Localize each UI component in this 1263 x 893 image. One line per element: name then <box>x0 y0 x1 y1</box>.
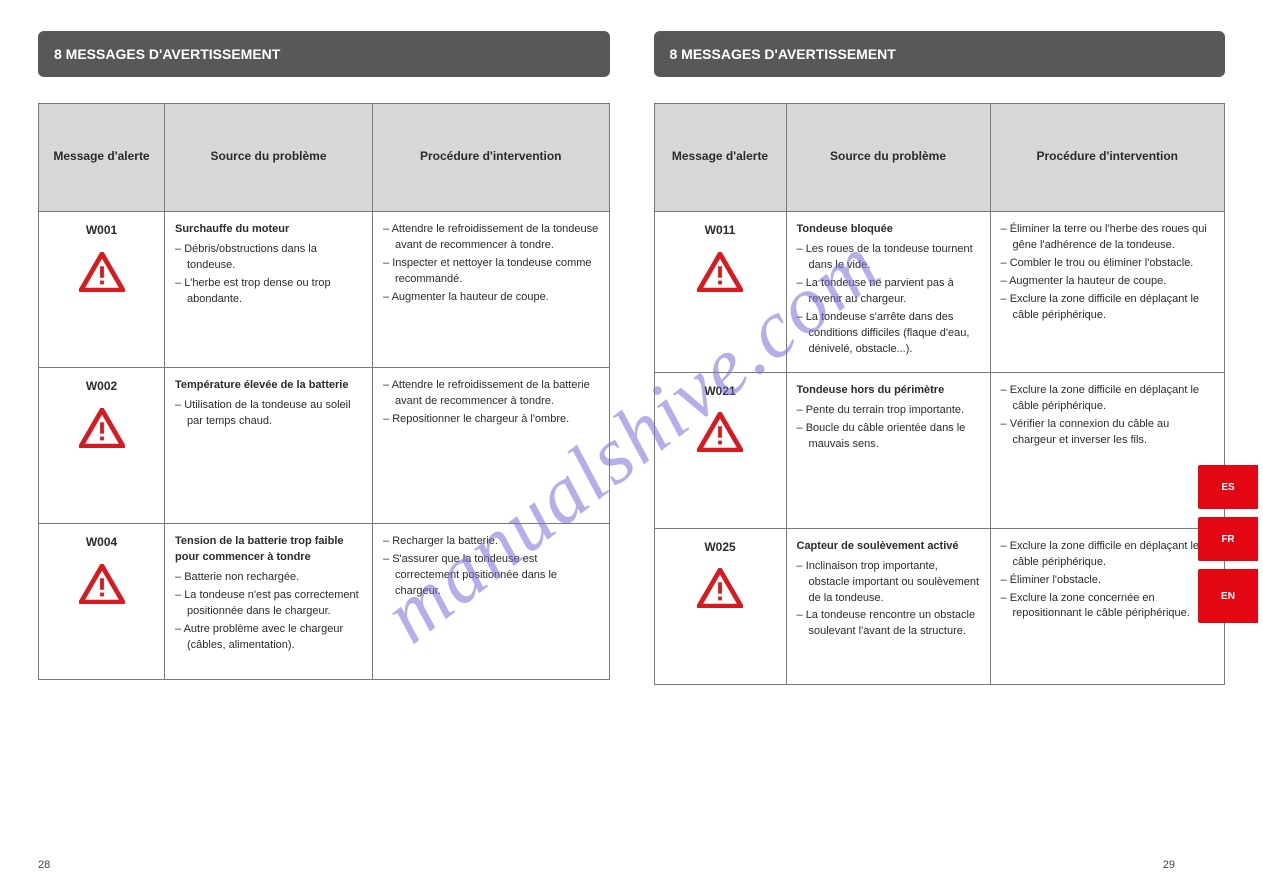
action-item: Combler le trou ou éliminer l'obstacle. <box>1001 256 1215 272</box>
source-title: Tension de la batterie trop faible pour … <box>175 534 362 566</box>
source-cell: Tension de la batterie trop faible pour … <box>165 524 373 680</box>
source-cell: Tondeuse bloquée Les roues de la tondeus… <box>786 212 990 373</box>
source-title: Tondeuse bloquée <box>797 222 980 238</box>
warning-icon <box>79 408 125 448</box>
action-cell: Exclure la zone difficile en déplaçant l… <box>990 528 1225 684</box>
lang-tab-es[interactable]: ES <box>1198 465 1258 509</box>
page-number-right: 29 <box>1163 859 1175 871</box>
warning-icon <box>697 568 743 608</box>
th-alert: Message d'alerte <box>654 104 786 212</box>
source-item: La tondeuse s'arrête dans des conditions… <box>797 310 980 358</box>
source-title: Capteur de soulèvement activé <box>797 539 980 555</box>
action-item: Exclure la zone difficile en déplaçant l… <box>1001 292 1215 324</box>
alert-cell: W004 <box>39 524 165 680</box>
source-item: La tondeuse ne parvient pas à revenir au… <box>797 276 980 308</box>
action-item: Attendre le refroidissement de la tondeu… <box>383 222 599 254</box>
source-item: Batterie non rechargée. <box>175 570 362 586</box>
action-item: S'assurer que la tondeuse est correcteme… <box>383 552 599 600</box>
source-item: Débris/obstructions dans la tondeuse. <box>175 242 362 274</box>
source-title: Température élevée de la batterie <box>175 378 362 394</box>
th-action: Procédure d'intervention <box>373 104 610 212</box>
action-item: Augmenter la hauteur de coupe. <box>383 290 599 306</box>
source-item: Les roues de la tondeuse tournent dans l… <box>797 242 980 274</box>
source-title: Surchauffe du moteur <box>175 222 362 238</box>
page-number-left: 28 <box>38 859 50 871</box>
section-header-right: 8 MESSAGES D'AVERTISSEMENT <box>654 31 1226 77</box>
action-item: Exclure la zone difficile en déplaçant l… <box>1001 383 1215 415</box>
action-cell: Exclure la zone difficile en déplaçant l… <box>990 372 1225 528</box>
th-source: Source du problème <box>786 104 990 212</box>
warning-table-right: Message d'alerte Source du problème Proc… <box>654 103 1226 685</box>
action-cell: Éliminer la terre ou l'herbe des roues q… <box>990 212 1225 373</box>
action-item: Exclure la zone difficile en déplaçant l… <box>1001 539 1215 571</box>
warning-table-left: Message d'alerte Source du problème Proc… <box>38 103 610 680</box>
warning-code: W025 <box>665 539 776 556</box>
table-row: W025 Capteur de soulèvement activé Incli… <box>654 528 1225 684</box>
alert-cell: W025 <box>654 528 786 684</box>
warning-code: W004 <box>49 534 154 551</box>
action-item: Vérifier la connexion du câble au charge… <box>1001 417 1215 449</box>
section-header-left: 8 MESSAGES D'AVERTISSEMENT <box>38 31 610 77</box>
source-item: L'herbe est trop dense ou trop abondante… <box>175 276 362 308</box>
action-item: Inspecter et nettoyer la tondeuse comme … <box>383 256 599 288</box>
source-item: Inclinaison trop importante, obstacle im… <box>797 559 980 607</box>
table-header-row: Message d'alerte Source du problème Proc… <box>39 104 610 212</box>
source-cell: Température élevée de la batterie Utilis… <box>165 368 373 524</box>
table-row: W004 Tension de la batterie trop faible … <box>39 524 610 680</box>
source-item: La tondeuse n'est pas correctement posit… <box>175 588 362 620</box>
source-item: La tondeuse rencontre un obstacle soulev… <box>797 608 980 640</box>
source-item: Autre problème avec le chargeur (câbles,… <box>175 622 362 654</box>
action-cell: Attendre le refroidissement de la tondeu… <box>373 212 610 368</box>
warning-icon <box>697 412 743 452</box>
table-row: W011 Tondeuse bloquée Les roues de la to… <box>654 212 1225 373</box>
source-item: Boucle du câble orientée dans le mauvais… <box>797 421 980 453</box>
warning-code: W011 <box>665 222 776 239</box>
th-source: Source du problème <box>165 104 373 212</box>
action-item: Éliminer la terre ou l'herbe des roues q… <box>1001 222 1215 254</box>
action-item: Éliminer l'obstacle. <box>1001 573 1215 589</box>
source-cell: Surchauffe du moteur Débris/obstructions… <box>165 212 373 368</box>
lang-tab-fr[interactable]: FR <box>1198 517 1258 561</box>
action-cell: Recharger la batterie. S'assurer que la … <box>373 524 610 680</box>
th-action: Procédure d'intervention <box>990 104 1225 212</box>
page-container: 8 MESSAGES D'AVERTISSEMENT Message d'ale… <box>0 0 1263 685</box>
source-item: Pente du terrain trop importante. <box>797 403 980 419</box>
action-item: Attendre le refroidissement de la batter… <box>383 378 599 410</box>
alert-cell: W001 <box>39 212 165 368</box>
warning-code: W021 <box>665 383 776 400</box>
action-item: Exclure la zone concernée en repositionn… <box>1001 591 1215 623</box>
language-tabs: ES FR EN <box>1198 465 1258 623</box>
warning-icon <box>79 564 125 604</box>
table-row: W002 Température élevée de la batterie U… <box>39 368 610 524</box>
action-item: Repositionner le chargeur à l'ombre. <box>383 412 599 428</box>
source-item: Utilisation de la tondeuse au soleil par… <box>175 398 362 430</box>
warning-icon <box>697 252 743 292</box>
warning-code: W002 <box>49 378 154 395</box>
lang-tab-en[interactable]: EN <box>1198 569 1258 623</box>
action-cell: Attendre le refroidissement de la batter… <box>373 368 610 524</box>
source-cell: Capteur de soulèvement activé Inclinaiso… <box>786 528 990 684</box>
th-alert: Message d'alerte <box>39 104 165 212</box>
alert-cell: W002 <box>39 368 165 524</box>
source-title: Tondeuse hors du périmètre <box>797 383 980 399</box>
source-cell: Tondeuse hors du périmètre Pente du terr… <box>786 372 990 528</box>
left-column: 8 MESSAGES D'AVERTISSEMENT Message d'ale… <box>38 31 610 685</box>
table-header-row: Message d'alerte Source du problème Proc… <box>654 104 1225 212</box>
alert-cell: W021 <box>654 372 786 528</box>
warning-icon <box>79 252 125 292</box>
table-row: W001 Surchauffe du moteur Débris/obstruc… <box>39 212 610 368</box>
action-item: Recharger la batterie. <box>383 534 599 550</box>
table-row: W021 Tondeuse hors du périmètre Pente du… <box>654 372 1225 528</box>
alert-cell: W011 <box>654 212 786 373</box>
warning-code: W001 <box>49 222 154 239</box>
right-column: 8 MESSAGES D'AVERTISSEMENT Message d'ale… <box>654 31 1226 685</box>
action-item: Augmenter la hauteur de coupe. <box>1001 274 1215 290</box>
